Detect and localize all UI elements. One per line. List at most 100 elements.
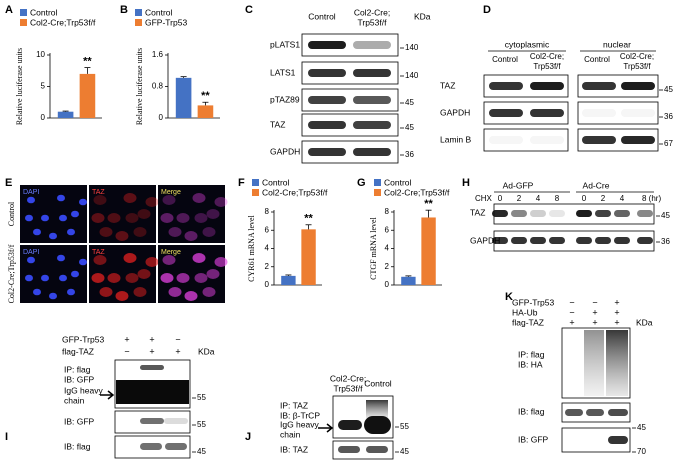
label: Control [492,55,518,64]
y-tick-label: 0.8 [152,82,164,91]
marker-label: 55 [400,422,409,431]
y-axis-label: Relative luciferase units [15,48,24,125]
blot-band [338,420,362,430]
marker-label: 45 [637,423,646,432]
blot-band [489,82,523,90]
cell [162,195,176,205]
blot-band [140,365,164,370]
blot-band [549,210,565,217]
blot-frame [483,128,569,152]
significance: ** [83,56,92,68]
legend-swatch [135,9,142,16]
blot-band [530,210,546,217]
label: IB: GFP [64,374,95,384]
bar [301,229,316,285]
label: flag-TAZ [62,346,94,356]
label: flag-TAZ [512,317,544,327]
blot-band [353,41,391,49]
cell [168,287,182,297]
panel-letter: C [245,4,253,16]
blot-band [511,210,527,217]
blot-band [595,210,611,217]
legend-swatch [20,19,27,26]
blot-band [565,409,583,416]
label: Col2-Cre; [620,52,654,61]
label: + [569,317,574,327]
y-axis-label: CYR61 mRNA level [247,214,256,281]
label: GAPDH [470,235,500,245]
label: IP: flag [518,349,545,359]
panel-letter: D [483,4,491,16]
significance: ** [424,198,433,210]
label: 8 (hr) [642,194,661,203]
blot-band [492,210,508,217]
blot-band [608,409,628,416]
cell [115,231,129,241]
label: IB: flag [518,406,545,416]
label: KDa [636,317,653,327]
label: 4 [536,194,541,203]
label: IB: HA [518,359,543,369]
cell [162,255,176,265]
label: + [124,334,129,344]
blot-frame [577,128,659,152]
legend-swatch [374,189,381,196]
blot-frame [301,113,399,137]
bar [281,275,296,285]
cell [176,213,190,223]
label: IB: β-TrCP [280,410,320,420]
panel-letter: H [462,177,470,189]
label: LATS1 [270,67,296,77]
label: pLATS1 [270,39,300,49]
nucleus [33,288,41,296]
blot-band [353,69,391,77]
cell [192,253,206,263]
blot-band [489,109,523,117]
y-tick-label: 10 [36,50,45,59]
label: KDa [198,346,215,356]
blot-band [637,210,653,217]
blot-band [308,69,346,77]
cell [145,257,159,267]
blot-band [621,136,655,144]
y-tick-label: 0 [159,113,164,122]
legend-swatch [135,19,142,26]
label: 8 [555,194,560,203]
cell [91,213,105,223]
bar [421,217,436,285]
label: 2 [601,194,606,203]
cell [214,257,228,267]
nucleus [27,256,35,264]
legend-label: Control [384,177,412,187]
arrow [318,423,334,433]
legend-label: Control [145,7,173,17]
y-tick-label: 0 [41,113,46,122]
blot-band [511,237,527,244]
blot-band [614,237,630,244]
y-tick-label: 6 [265,225,270,234]
blot-band [530,237,546,244]
nucleus [71,270,79,278]
blot-band [608,436,628,444]
y-tick-label: 2 [385,262,390,271]
label: TAZ [470,207,485,217]
cell [93,195,107,205]
marker-label: 55 [197,420,206,429]
marker-label: 70 [637,447,646,456]
label: Trp53f/f [623,62,651,71]
blot-band [530,82,564,90]
channel-label: TAZ [92,189,105,196]
y-tick-label: 0 [385,280,390,289]
y-tick-label: 8 [265,207,270,216]
cell [206,209,220,219]
label: − [175,334,180,344]
channel-label: Merge [161,189,181,196]
y-axis-label: CTGF mRNA level [369,216,378,279]
cell [192,193,206,203]
label: − [569,307,574,317]
cell [93,255,107,265]
legend-swatch [20,9,27,16]
blot-band [366,446,388,453]
label: KDa [414,11,431,21]
